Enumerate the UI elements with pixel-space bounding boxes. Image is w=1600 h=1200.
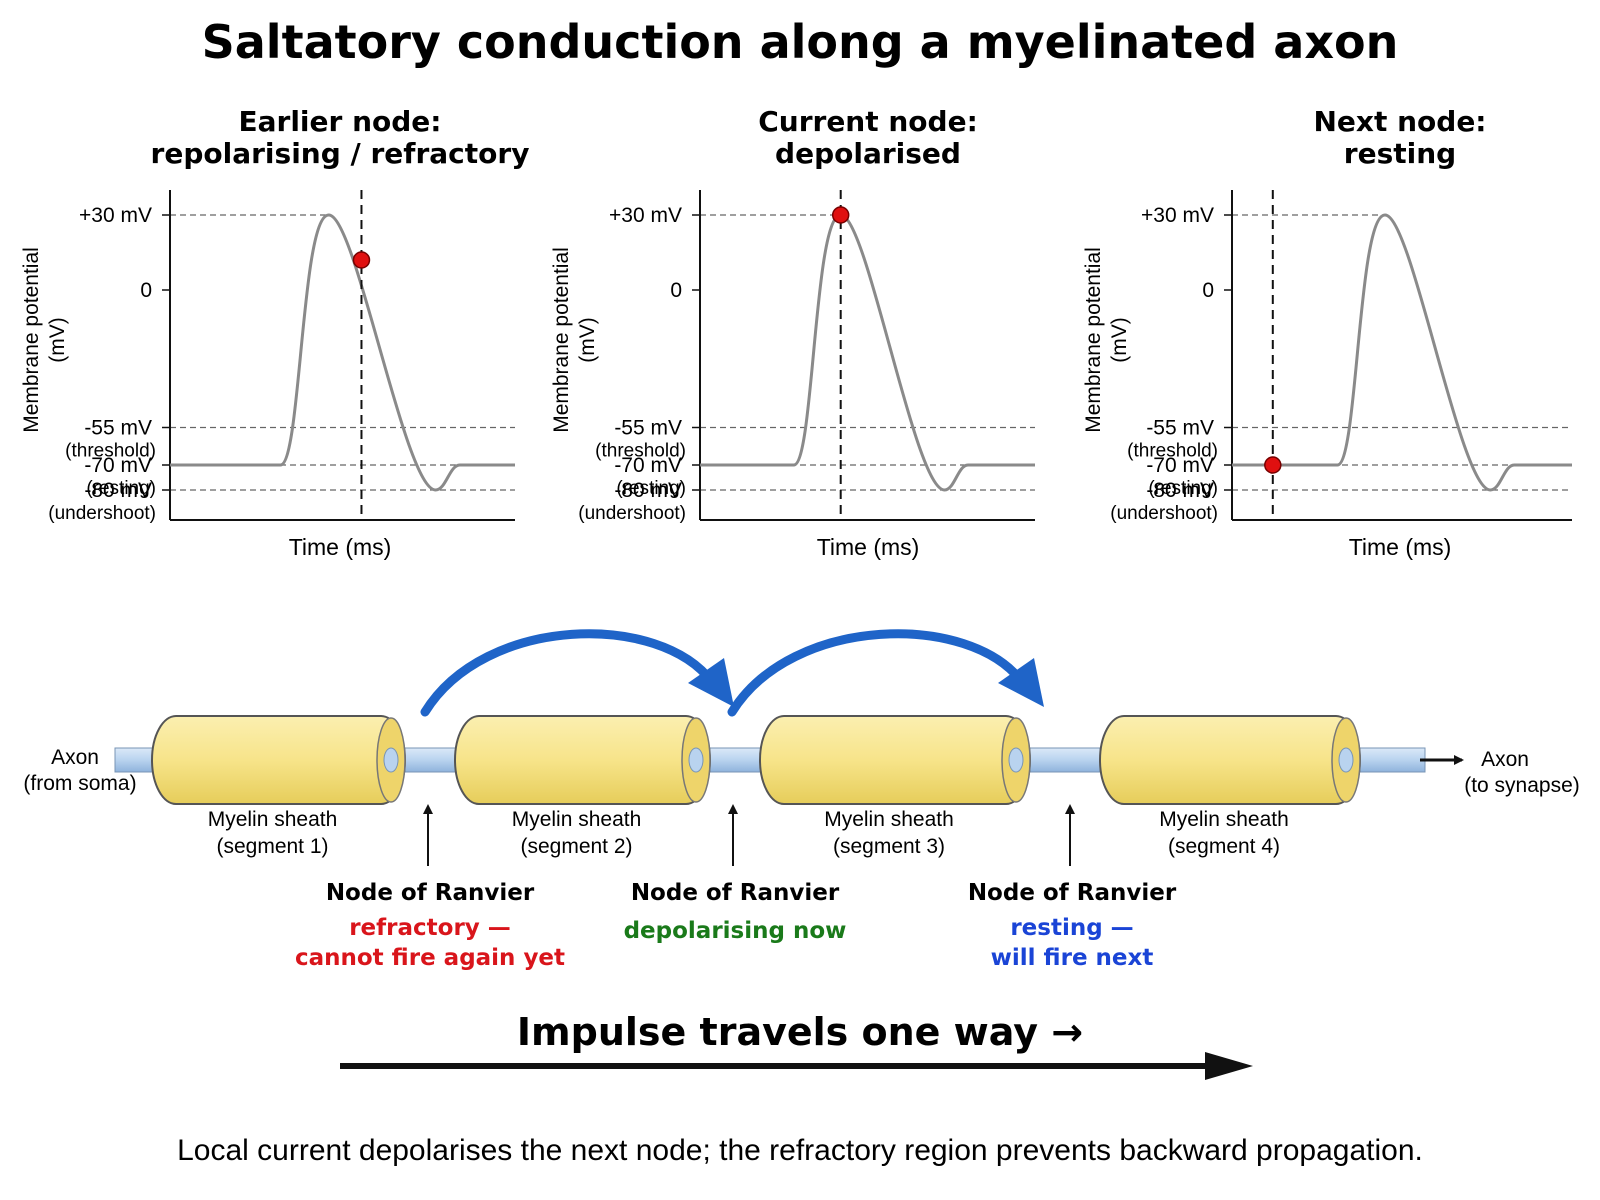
action-potential-curve <box>1232 213 1572 492</box>
segment-sublabel: (segment 2) <box>520 835 632 858</box>
myelin-sheath-4: Myelin sheath (segment 4) <box>1099 715 1361 858</box>
node-status-detail: will fire next <box>991 945 1154 971</box>
node-status: resting — <box>1010 915 1133 941</box>
state-marker-dot <box>352 251 371 269</box>
node-of-ranvier-2: Node of Ranvier depolarising now <box>624 804 847 944</box>
graph-title: Current node: <box>758 105 978 138</box>
tick-label: -80 mV <box>1146 479 1214 502</box>
segment-sublabel: (segment 3) <box>833 835 945 858</box>
node-status-detail: cannot fire again yet <box>295 945 565 971</box>
state-marker-dot <box>1264 456 1282 474</box>
axon-core <box>704 747 766 773</box>
graph-title: Earlier node: <box>239 105 442 138</box>
segment-label: Myelin sheath <box>208 808 338 831</box>
svg-text:(mV): (mV) <box>46 317 69 363</box>
tick-sublabel: (undershoot) <box>1110 503 1218 524</box>
myelin-sheath-2: Myelin sheath (segment 2) <box>454 715 711 858</box>
node-label: Node of Ranvier <box>968 880 1177 906</box>
tick-label: -70 mV <box>1146 454 1214 477</box>
direction-label: Impulse travels one way → <box>517 1010 1083 1054</box>
tick-sublabel: (threshold) <box>1127 441 1218 462</box>
node-label: Node of Ranvier <box>326 880 535 906</box>
axon-left-label: Axon <box>51 746 99 769</box>
node-of-ranvier-3: Node of Ranvier resting — will fire next <box>968 804 1177 971</box>
axon-core <box>399 747 461 773</box>
tick-label: 0 <box>140 279 152 302</box>
y-axis-label: Membrane potential (mV) <box>20 247 69 433</box>
graphs-row: Earlier node:repolarising / refractory Me… <box>20 105 1572 560</box>
tick-sublabel: (threshold) <box>595 441 686 462</box>
segment-label: Myelin sheath <box>1159 808 1289 831</box>
node-of-ranvier-1: Node of Ranvier refractory — cannot fire a… <box>295 804 565 971</box>
svg-text:(mV): (mV) <box>576 317 599 363</box>
y-axis-label: Membrane potential (mV) <box>1082 247 1131 433</box>
segment-sublabel: (segment 4) <box>1168 835 1280 858</box>
y-axis-label: Membrane potential (mV) <box>550 247 599 433</box>
state-marker-dot <box>831 206 850 224</box>
tick-label: +30 mV <box>79 204 152 227</box>
x-axis-label: Time (ms) <box>289 534 392 560</box>
axon-right-label: Axon <box>1481 748 1529 771</box>
graph-title: Next node: <box>1313 105 1486 138</box>
tick-sublabel: (resting) <box>1148 478 1218 499</box>
graph-2: Current node:depolarised Membrane potenti… <box>550 105 1035 560</box>
x-axis-label: Time (ms) <box>1349 534 1452 560</box>
graph-subtitle: depolarised <box>775 137 961 170</box>
tick-label: -55 mV <box>1146 417 1214 440</box>
segment-label: Myelin sheath <box>512 808 642 831</box>
tick-sublabel: (resting) <box>616 478 686 499</box>
x-axis-label: Time (ms) <box>817 534 920 560</box>
caption: Local current depolarises the next node;… <box>177 1134 1423 1167</box>
tick-label: 0 <box>670 279 682 302</box>
tick-label: -80 mV <box>614 479 682 502</box>
svg-text:Membrane potential: Membrane potential <box>1082 247 1105 433</box>
tick-label: 0 <box>1202 279 1214 302</box>
tick-sublabel: (undershoot) <box>578 503 686 524</box>
tick-label: -55 mV <box>84 417 152 440</box>
tick-label: +30 mV <box>1141 204 1214 227</box>
svg-text:(mV): (mV) <box>1108 317 1131 363</box>
axon-core <box>1024 747 1101 773</box>
tick-label: -55 mV <box>614 417 682 440</box>
myelin-sheath-3: Myelin sheath (segment 3) <box>759 715 1031 858</box>
direction-arrow <box>340 1052 1253 1080</box>
graph-1: Earlier node:repolarising / refractory Me… <box>20 105 529 560</box>
node-status: depolarising now <box>624 918 847 944</box>
axon-left-sublabel: (from soma) <box>23 772 136 795</box>
jump-arrow-1 <box>420 629 734 717</box>
jump-arrow-2 <box>727 629 1044 717</box>
tick-sublabel: (undershoot) <box>48 503 156 524</box>
tick-label: +30 mV <box>609 204 682 227</box>
action-potential-curve <box>700 213 1035 492</box>
graph-subtitle: repolarising / refractory <box>151 137 530 170</box>
segment-label: Myelin sheath <box>824 808 954 831</box>
segment-sublabel: (segment 1) <box>216 835 328 858</box>
axon-right-sublabel: (to synapse) <box>1464 774 1580 797</box>
axon-diagram: Myelin sheath (segment 1) Myelin sheath (se… <box>23 629 1580 971</box>
main-title: Saltatory conduction along a myelinated … <box>202 15 1399 69</box>
graph-3: Next node:resting Membrane potential (mV) +… <box>1082 105 1572 560</box>
node-label: Node of Ranvier <box>631 880 840 906</box>
myelin-sheath-1: Myelin sheath (segment 1) <box>151 715 406 858</box>
tick-sublabel: (threshold) <box>65 441 156 462</box>
tick-label: -80 mV <box>84 479 152 502</box>
node-status: refractory — <box>349 915 511 941</box>
tick-sublabel: (resting) <box>86 478 156 499</box>
tick-label: -70 mV <box>614 454 682 477</box>
svg-text:Membrane potential: Membrane potential <box>550 247 573 433</box>
svg-text:Membrane potential: Membrane potential <box>20 247 43 433</box>
graph-subtitle: resting <box>1344 137 1456 170</box>
tick-label: -70 mV <box>84 454 152 477</box>
action-potential-curve <box>170 213 515 492</box>
